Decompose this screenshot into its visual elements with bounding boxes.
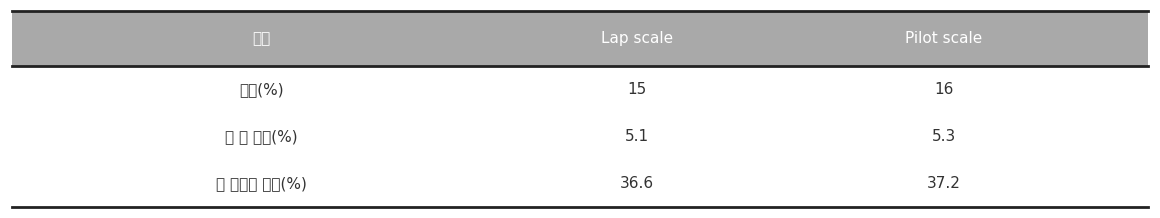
Text: 총 단백질 함량(%): 총 단백질 함량(%) bbox=[216, 176, 307, 191]
Text: 총 당 함량(%): 총 당 함량(%) bbox=[225, 129, 298, 144]
Bar bbox=[12, 160, 1148, 207]
Bar bbox=[12, 11, 1148, 66]
Text: 15: 15 bbox=[628, 82, 646, 97]
Text: 37.2: 37.2 bbox=[927, 176, 960, 191]
Text: Lap scale: Lap scale bbox=[601, 31, 673, 46]
Text: 16: 16 bbox=[934, 82, 954, 97]
Text: Pilot scale: Pilot scale bbox=[905, 31, 983, 46]
Text: 5.3: 5.3 bbox=[931, 129, 956, 144]
Bar bbox=[12, 113, 1148, 160]
Text: 수율(%): 수율(%) bbox=[239, 82, 284, 97]
Text: 5.1: 5.1 bbox=[625, 129, 648, 144]
Bar bbox=[12, 66, 1148, 113]
Text: 36.6: 36.6 bbox=[619, 176, 654, 191]
Text: 항목: 항목 bbox=[253, 31, 270, 46]
